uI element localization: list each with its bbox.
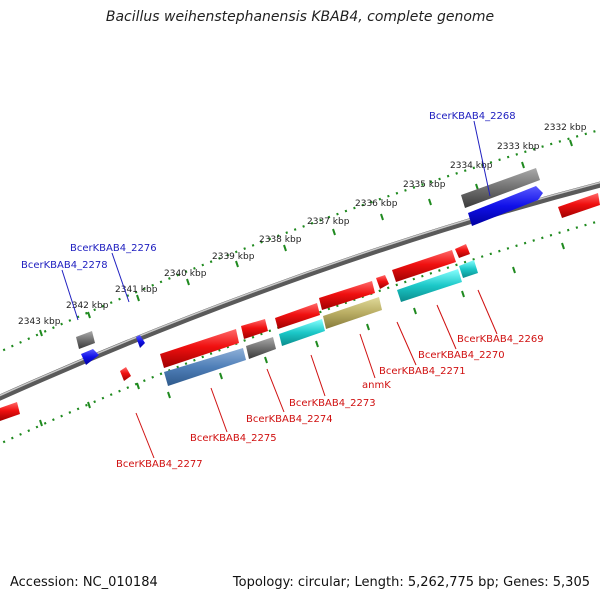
accession-text: Accession: NC_010184 — [10, 575, 158, 590]
scale-label: 2333 kbp — [497, 142, 540, 152]
genome-backbone-highlight — [0, 181, 600, 397]
feature-left-edge-red[interactable] — [0, 402, 20, 421]
inner-major-ticks — [39, 242, 565, 427]
feature-bcerkbab4-2277-red[interactable] — [120, 367, 131, 381]
gene-label-bcerkbab4-2278[interactable]: BcerKBAB4_2278 — [21, 260, 108, 271]
feature-bcerkbab4-2278-cds[interactable] — [81, 349, 99, 365]
feature-bcerkbab4-2270-red[interactable] — [392, 250, 456, 282]
feature-bcerkbab4-2274-red[interactable] — [241, 319, 268, 339]
genome-backbone — [0, 181, 600, 401]
feature-bcerkbab4-2273-red[interactable] — [275, 303, 320, 329]
feature-anmk-cds[interactable] — [323, 297, 382, 329]
scale-label: 2343 kbp — [18, 317, 61, 327]
forward-leaders — [61, 120, 491, 321]
outer-major-ticks — [39, 139, 573, 337]
feature-bcerkbab4-2275-cds[interactable] — [164, 348, 246, 386]
scale-label: 2341 kbp — [115, 285, 158, 295]
gene-label-bcerkbab4-2268[interactable]: BcerKBAB4_2268 — [429, 111, 516, 122]
scale-label: 2332 kbp — [544, 123, 587, 133]
scale-label: 2336 kbp — [355, 199, 398, 209]
scale-label: 2339 kbp — [212, 252, 255, 262]
scale-label: 2338 kbp — [259, 235, 302, 245]
gene-label-bcerkbab4-2277[interactable]: BcerKBAB4_2277 — [116, 459, 203, 470]
gene-label-bcerkbab4-2273[interactable]: BcerKBAB4_2273 — [289, 398, 376, 409]
scale-labels: 2332 kbp 2333 kbp 2334 kbp 2335 kbp 2336… — [18, 123, 587, 327]
gene-label-bcerkbab4-2270[interactable]: BcerKBAB4_2270 — [418, 350, 505, 361]
map-title: Bacillus weihenstephanensis KBAB4, compl… — [105, 9, 495, 25]
genome-summary-text: Topology: circular; Length: 5,262,775 bp… — [232, 575, 590, 590]
feature-bcerkbab4-2269-red[interactable] — [455, 244, 470, 258]
scale-label: 2342 kbp — [66, 301, 109, 311]
gene-label-bcerkbab4-2271[interactable]: BcerKBAB4_2271 — [379, 366, 466, 377]
feature-anmk-red[interactable] — [319, 281, 375, 310]
feature-bcerkbab4-2268-gray[interactable] — [461, 168, 540, 208]
feature-bcerkbab4-2276-cds[interactable] — [136, 335, 145, 348]
scale-label: 2334 kbp — [450, 161, 493, 171]
scale-label: 2340 kbp — [164, 269, 207, 279]
reverse-leaders — [135, 289, 498, 459]
feature-right-edge-red[interactable] — [558, 193, 600, 218]
gene-label-bcerkbab4-2275[interactable]: BcerKBAB4_2275 — [190, 433, 277, 444]
feature-bcerkbab4-2268-cds[interactable] — [468, 186, 543, 226]
feature-bcerkbab4-2274-gray[interactable] — [246, 337, 276, 359]
feature-bcerkbab4-2271-red[interactable] — [376, 275, 389, 289]
feature-bcerkbab4-2275-red[interactable] — [160, 329, 239, 368]
scale-label: 2337 kbp — [307, 217, 350, 227]
feature-bcerkbab4-2269-cds[interactable] — [459, 260, 478, 278]
gene-label-bcerkbab4-2269[interactable]: BcerKBAB4_2269 — [457, 334, 544, 345]
gene-labels: BcerKBAB4_2268 BcerKBAB4_2276 BcerKBAB4_… — [21, 111, 544, 470]
feature-bcerkbab4-2278-gray[interactable] — [76, 331, 95, 349]
gene-label-anmk[interactable]: anmK — [362, 380, 391, 391]
feature-bcerkbab4-2273-cds[interactable] — [279, 319, 325, 346]
feature-bcerkbab4-2270-cds[interactable] — [397, 269, 462, 302]
gene-label-bcerkbab4-2276[interactable]: BcerKBAB4_2276 — [70, 243, 157, 254]
scale-label: 2335 kbp — [403, 180, 446, 190]
gene-label-bcerkbab4-2274[interactable]: BcerKBAB4_2274 — [246, 414, 333, 425]
